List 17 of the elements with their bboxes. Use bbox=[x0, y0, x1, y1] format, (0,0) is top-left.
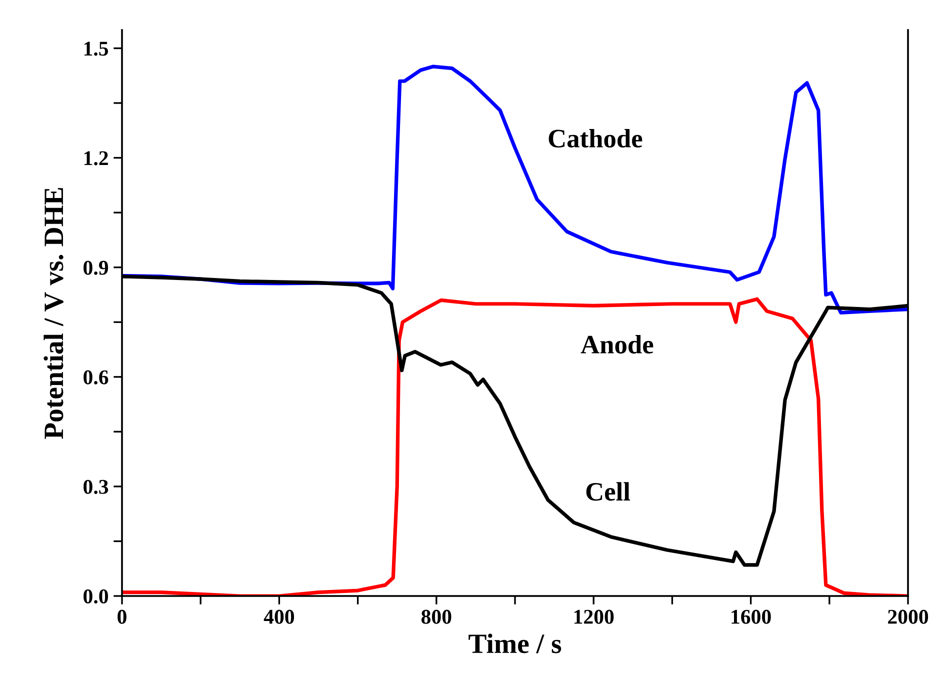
x-tick-label: 0 bbox=[118, 610, 126, 624]
series-label: Cathode bbox=[548, 128, 642, 148]
x-tick-label: 800 bbox=[421, 610, 452, 624]
x-tick-label: 1600 bbox=[732, 610, 771, 624]
x-axis-title: Time / s bbox=[468, 634, 562, 654]
y-axis-title: Potential / V vs. DHE bbox=[44, 188, 64, 439]
series-label: Cell bbox=[586, 482, 630, 501]
x-tick-label: 1200 bbox=[574, 610, 614, 624]
y-tick-label: 1.5 bbox=[84, 42, 108, 56]
series-label: Anode bbox=[580, 334, 654, 354]
x-tick-label: 400 bbox=[264, 610, 294, 624]
y-tick-label: 1.2 bbox=[84, 151, 108, 166]
x-tick-label: 2000 bbox=[888, 610, 928, 624]
y-tick-label: 0.6 bbox=[84, 370, 108, 384]
y-tick-label: 0.3 bbox=[84, 480, 108, 494]
y-tick-label: 0.0 bbox=[84, 589, 108, 604]
y-tick-label: 0.9 bbox=[84, 260, 108, 275]
